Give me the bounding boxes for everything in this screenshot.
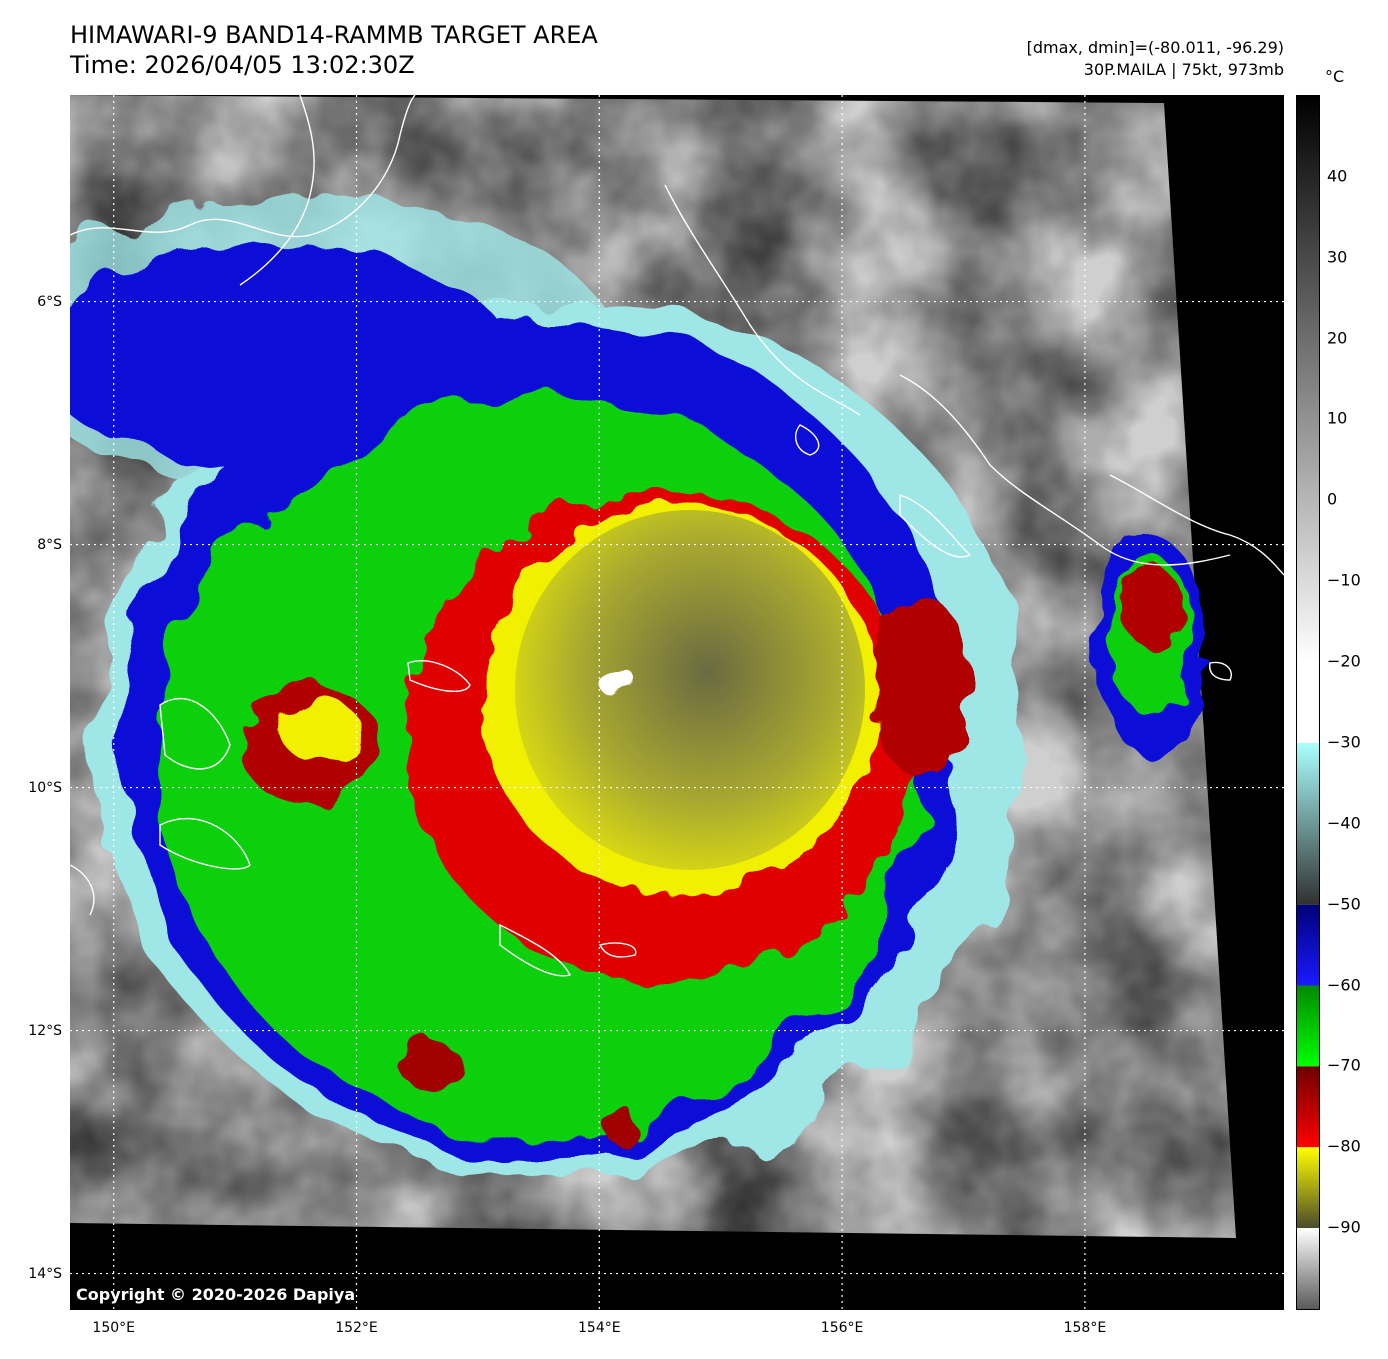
colorbar-tick-label: 10 xyxy=(1327,408,1348,428)
colorbar-unit: °C xyxy=(1325,67,1345,86)
coastlines xyxy=(70,95,1284,977)
colorbar-segment xyxy=(1297,904,1319,986)
storm-meta: [dmax, dmin]=(-80.011, -96.29) 30P.MAILA… xyxy=(1027,37,1284,81)
colorbar-tick-label: −60 xyxy=(1327,975,1361,995)
meta-dmax-dmin: [dmax, dmin]=(-80.011, -96.29) xyxy=(1026,38,1284,57)
colorbar-tick-label: −40 xyxy=(1327,813,1361,833)
title-line-1: HIMAWARI-9 BAND14-RAMMB TARGET AREA xyxy=(70,21,598,49)
lon-tick-label: 156°E xyxy=(820,1320,864,1336)
temperature-colorbar xyxy=(1296,95,1320,1310)
figure-title: HIMAWARI-9 BAND14-RAMMB TARGET AREA Time… xyxy=(70,20,598,80)
meta-storm-info: 30P.MAILA | 75kt, 973mb xyxy=(1083,60,1284,79)
lat-tick-label: 10°S xyxy=(28,779,62,796)
colorbar-tick-label: 0 xyxy=(1327,489,1338,509)
colorbar-gradient xyxy=(1297,96,1319,1309)
colorbar-tick-label: −80 xyxy=(1327,1136,1361,1156)
colorbar-segment xyxy=(1297,662,1319,743)
lon-tick-label: 158°E xyxy=(1063,1320,1107,1336)
colorbar-segment xyxy=(1297,96,1319,663)
copyright-text: Copyright © 2020-2026 Dapiya xyxy=(76,1285,356,1304)
colorbar-tick-label: 30 xyxy=(1327,247,1348,267)
colorbar-segment xyxy=(1297,985,1319,1067)
colorbar-tick-label: 20 xyxy=(1327,328,1348,348)
satellite-map: Copyright © 2020-2026 Dapiya xyxy=(70,95,1284,1310)
colorbar-tick-label: −70 xyxy=(1327,1055,1361,1075)
colorbar-segment xyxy=(1297,1066,1319,1148)
colorbar-tick-label: −20 xyxy=(1327,651,1361,671)
lat-tick-label: 12°S xyxy=(28,1022,62,1039)
graticule xyxy=(70,95,1284,1310)
colorbar-tick-label: 40 xyxy=(1327,166,1348,186)
colorbar-tick-label: −50 xyxy=(1327,894,1361,914)
lon-tick-label: 154°E xyxy=(578,1320,621,1336)
colorbar-segment xyxy=(1297,1228,1319,1309)
title-line-2: Time: 2026/04/05 13:02:30Z xyxy=(70,51,415,79)
cloud-shield xyxy=(70,195,1205,1175)
lon-tick-label: 150°E xyxy=(92,1320,135,1336)
colorbar-tick-label: −30 xyxy=(1327,732,1361,752)
colorbar-segment xyxy=(1297,742,1319,905)
lat-tick-label: 14°S xyxy=(28,1265,62,1282)
lon-tick-label: 152°E xyxy=(335,1320,378,1336)
colorbar-tick-label: −10 xyxy=(1327,570,1361,590)
lat-tick-label: 8°S xyxy=(37,536,62,553)
colorbar-segment xyxy=(1297,1147,1319,1229)
colorbar-tick-label: −90 xyxy=(1327,1217,1361,1237)
lat-tick-label: 6°S xyxy=(37,293,62,310)
satellite-imagery xyxy=(70,95,1284,1310)
